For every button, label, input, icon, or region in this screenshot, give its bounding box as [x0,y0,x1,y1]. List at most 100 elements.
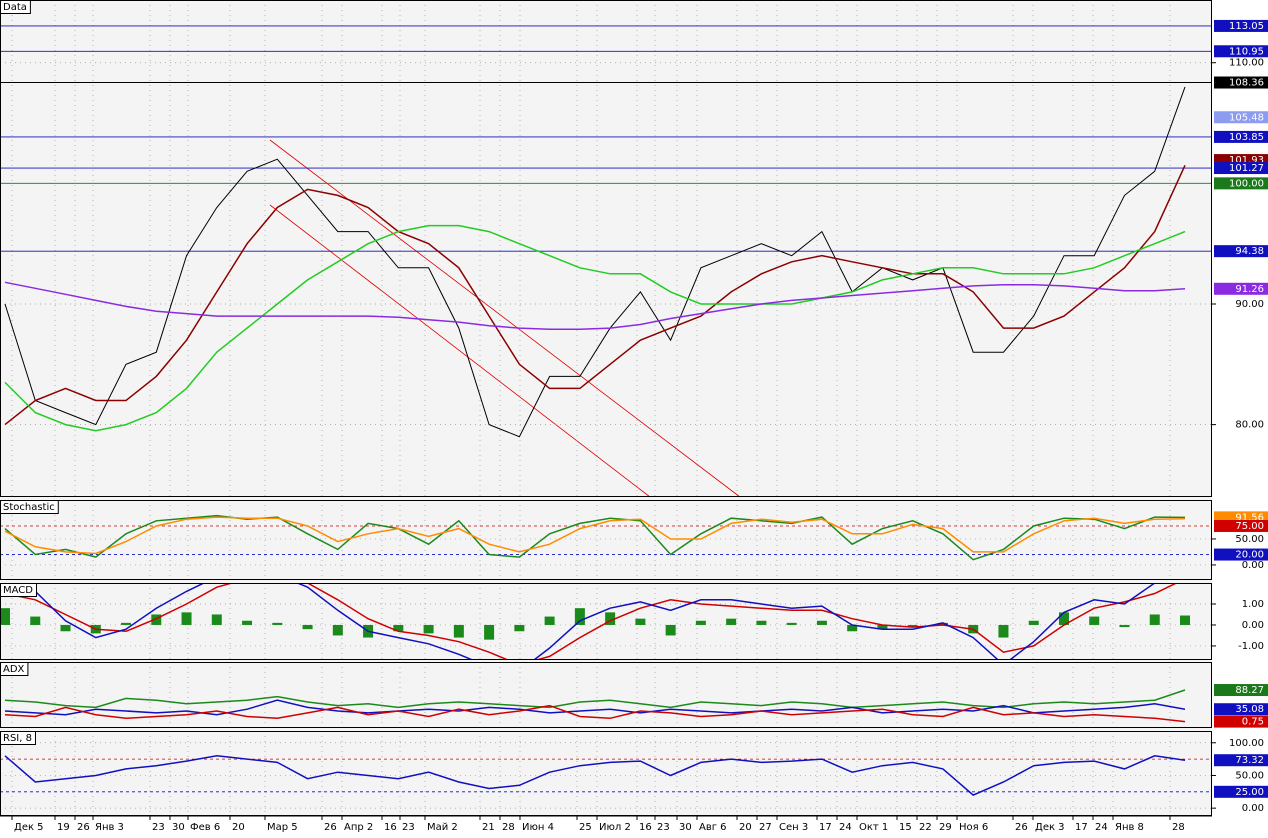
panel-title-box [0,731,36,745]
histogram-bar [726,618,737,625]
x-tick-label: 15 [899,822,912,833]
panel-border [0,0,1212,497]
price-badge [1214,684,1268,697]
x-tick-label: 25 [579,822,592,833]
x-tick-label: 24 [1095,822,1108,833]
panel-title: Data [3,2,27,13]
histogram-bar [786,622,797,625]
panel-border [0,500,1212,580]
price-badge-label: 110.95 [1229,46,1264,57]
price-badge-label: 113.05 [1229,21,1264,32]
y-tick-label: 1.00 [1242,599,1264,610]
x-tick-label: 20 [739,822,752,833]
price-badge-label: 25.00 [1235,787,1264,798]
series-line [4,755,1186,796]
panel-title-box [0,583,37,597]
series-line [4,689,1186,709]
price-badge-label: 75.00 [1235,521,1264,532]
y-tick-label: 110.00 [1229,58,1264,69]
y-tick-label: 0.00 [1242,803,1264,814]
histogram-bar [605,612,616,625]
histogram-bar [695,620,706,625]
x-tick-label: 16 [639,822,652,833]
series-line [13,583,1157,660]
price-badge [1214,130,1268,143]
y-tick-label: 50.00 [1235,534,1264,545]
x-tick-label: 23 [657,822,670,833]
price-badge [1214,754,1268,767]
histogram-bar [907,624,918,628]
panel-title-box [0,500,59,514]
x-tick-label: 27 [759,822,772,833]
histogram-bar [1149,614,1160,625]
price-badge-label: 20.00 [1235,550,1264,561]
histogram-bar [635,618,646,625]
price-badge-label: 0.75 [1242,717,1264,728]
panel [0,583,1212,660]
x-tick-label: Июл 2 [599,822,631,833]
x-tick-label: 24 [839,822,852,833]
histogram-bar [181,612,192,625]
series-line [4,224,1186,432]
histogram-bar [544,616,555,625]
histogram-bar [1180,615,1190,625]
histogram-bar [0,608,10,625]
panel-title: MACD [3,585,33,596]
panel-title: Stochastic [3,502,55,513]
x-tick-label: Мар 5 [267,822,298,833]
price-badge-label: 103.85 [1229,132,1264,143]
panel-title: ADX [3,664,25,675]
price-badge [1214,162,1268,175]
x-tick-label: Авг 6 [699,822,727,833]
price-badge-label: 88.27 [1235,685,1264,696]
series-line [4,164,1186,426]
x-tick-label: Окт 1 [859,822,888,833]
price-badge [1214,76,1268,89]
x-tick-label: 22 [919,822,932,833]
x-tick-label: 17 [1075,822,1088,833]
panel [0,742,1212,809]
y-tick-label: 0.00 [1242,620,1264,631]
panel [4,689,1186,723]
panel [0,25,1212,438]
price-badge [1214,703,1268,716]
histogram-bar [60,624,71,632]
panel-title-box [0,0,31,14]
price-badge [1214,548,1268,561]
histogram-bar [1089,616,1100,625]
histogram-bar [937,622,948,625]
series-line [4,516,1186,555]
x-tick-label: 23 [152,822,165,833]
price-badge-label: 94.38 [1235,246,1264,257]
histogram-bar [877,624,888,630]
series-line [4,704,1186,723]
y-tick-label: 90.00 [1235,299,1264,310]
price-badge [1214,715,1268,728]
x-tick-label: 30 [172,822,185,833]
x-tick-label: Май 2 [427,822,458,833]
x-tick-label: Янв 3 [95,822,124,833]
y-tick-label: 80.00 [1235,420,1264,431]
price-badge [1214,19,1268,32]
x-tick-label: 16 [384,822,397,833]
price-badge [1214,45,1268,58]
histogram-bar [453,624,464,638]
x-tick-label: 28 [1172,822,1185,833]
histogram-bar [816,620,827,625]
price-badge [1214,111,1268,124]
price-badge [1214,177,1268,190]
x-tick-label: 23 [402,822,415,833]
histogram-bar [514,624,525,632]
histogram-bar [665,624,676,636]
y-tick-label: 50.00 [1235,770,1264,781]
histogram-bar [121,622,132,625]
x-tick-label: 29 [939,822,952,833]
series-line [4,281,1186,331]
histogram-bar [242,620,253,625]
y-tick-label: -1.00 [1238,641,1264,652]
histogram-bar [332,624,343,636]
x-tick-label: 30 [679,822,692,833]
price-badge-label: 105.48 [1229,112,1264,123]
x-tick-label: 19 [57,822,70,833]
